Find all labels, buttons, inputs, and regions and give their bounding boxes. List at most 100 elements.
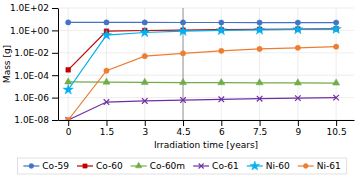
x-tick-label: 9 [295, 127, 301, 137]
x-tick: 6 [219, 120, 225, 137]
series-marker [219, 97, 225, 103]
x-tick-label: 7.5 [253, 127, 267, 137]
plot: 01.534.567.5910.51.0E-081.0E-061.0E-041.… [2, 3, 355, 150]
legend-item: Co-61 [193, 161, 239, 171]
x-tick-label: 3 [142, 127, 148, 137]
series-marker [103, 78, 110, 84]
series-marker [333, 95, 339, 101]
y-axis: 1.0E-08 1.0E-06 1.0E-04 1.0E-02 1.0E+00 1.0E+… [10, 3, 59, 125]
legend-label: Co-61 [212, 161, 239, 171]
series [66, 44, 339, 120]
y-tick-mark [52, 8, 58, 9]
legend-marker [83, 164, 87, 168]
legend-label: Ni-61 [317, 161, 341, 171]
legend-item: Ni-60 [247, 161, 290, 171]
y-tick: 1.0E+00 [10, 26, 58, 36]
legend-item: Co-60 [77, 161, 123, 171]
series-line [68, 29, 336, 90]
series-marker [294, 79, 301, 85]
legend-label: Co-60 [96, 161, 123, 171]
series-marker [142, 54, 147, 59]
x-tick-label: 4.5 [176, 127, 190, 137]
series-marker [140, 27, 150, 37]
series-marker [178, 26, 188, 36]
legend: Co-59 Co-60 Co-60m Co-61 Ni-60 Ni-61 [17, 158, 346, 174]
x-tick-label: 0 [66, 127, 72, 137]
legend-marker [29, 164, 34, 169]
legend-label: Ni-60 [266, 161, 290, 171]
series-marker [104, 20, 109, 25]
chart: 01.534.567.5910.51.0E-081.0E-061.0E-041.… [0, 0, 364, 182]
series-line [68, 29, 336, 70]
grid-line-y [58, 120, 354, 121]
y-tick-mark [52, 75, 58, 76]
series-marker [142, 20, 147, 25]
y-tick-mark [52, 98, 58, 99]
series [63, 24, 341, 94]
x-tick-label: 1.5 [100, 127, 114, 137]
series-line [68, 47, 336, 120]
data-area [63, 8, 341, 120]
y-tick-mark [52, 53, 58, 54]
legend-item: Co-59 [23, 161, 69, 171]
x-tick: 9 [295, 120, 301, 137]
x-tick-mark [145, 120, 146, 126]
axis-line [59, 120, 355, 121]
y-tick: 1.0E-04 [14, 71, 58, 81]
y-tick: 1.0E+02 [10, 3, 58, 13]
y-tick: 1.0E-02 [14, 48, 58, 58]
series-marker [63, 84, 73, 94]
y-tick-label: 1.0E+02 [10, 3, 49, 13]
x-tick-mark [221, 120, 222, 126]
series-marker [66, 20, 71, 25]
grid [58, 8, 354, 120]
x-tick-mark [260, 120, 261, 126]
legend-label: Co-59 [42, 161, 69, 171]
series-marker [295, 45, 300, 50]
series-marker [295, 95, 301, 101]
x-tick-mark [68, 120, 69, 126]
series-marker [333, 79, 340, 85]
series [65, 95, 339, 120]
series-marker [219, 48, 224, 53]
x-tick-label: 6 [219, 127, 225, 137]
legend-item: Co-60m [131, 161, 185, 171]
y-tick-label: 1.0E-08 [14, 115, 49, 125]
series-marker [333, 44, 338, 49]
series-marker [180, 51, 185, 56]
legend-marker [250, 161, 260, 170]
series-marker [257, 96, 263, 102]
x-tick: 4.5 [176, 120, 190, 137]
series-marker [255, 25, 265, 35]
x-tick: 10.5 [327, 120, 347, 137]
x-tick-mark [336, 120, 337, 126]
series-marker [180, 20, 185, 25]
series-marker [66, 68, 71, 73]
y-tick-mark [52, 30, 58, 31]
series-marker [104, 68, 109, 73]
series-marker [331, 24, 341, 34]
legend-marker [303, 164, 308, 169]
series-marker [101, 30, 111, 40]
y-axis-title: Mass [g] [2, 45, 12, 83]
x-tick: 1.5 [100, 120, 114, 137]
series-marker [66, 117, 71, 120]
series-marker [142, 98, 148, 104]
x-tick: 7.5 [253, 120, 267, 137]
legend-marker [135, 162, 141, 168]
y-tick-mark [52, 120, 58, 121]
legend-label: Co-60m [150, 161, 185, 171]
y-tick-label: 1.0E-02 [14, 48, 49, 58]
x-tick: 0 [66, 120, 72, 137]
axis-line [58, 9, 59, 121]
series-line [68, 98, 336, 120]
series [66, 26, 339, 72]
x-axis: 0 1.5 3 4.5 6 7.5 9 10.5 [59, 120, 355, 137]
series-marker [257, 46, 262, 51]
series-marker [179, 78, 186, 84]
x-tick-mark [298, 120, 299, 126]
y-tick-label: 1.0E+00 [10, 26, 49, 36]
series-marker [104, 99, 110, 105]
y-tick-label: 1.0E-06 [14, 93, 49, 103]
legend-frame [17, 158, 346, 174]
